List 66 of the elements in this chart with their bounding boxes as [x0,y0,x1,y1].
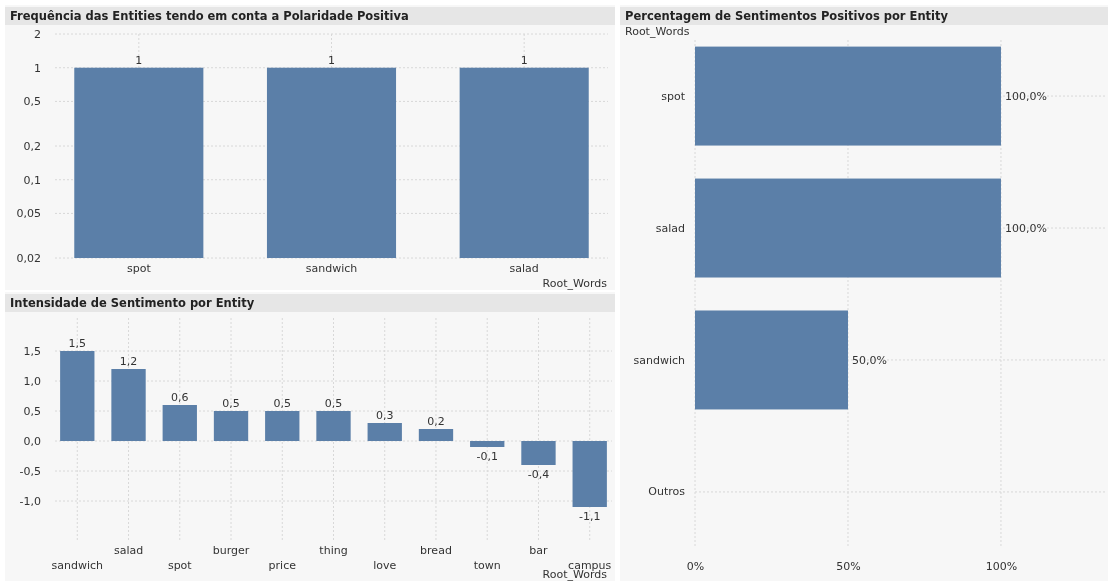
data-label: -0,1 [476,450,498,463]
bar [367,423,402,441]
x-tick-label: sandwich [51,559,104,573]
bar [470,441,505,447]
data-label: 0,5 [273,397,292,410]
bar [521,441,556,465]
x-tick-label: spot [167,559,193,573]
data-label: 0,2 [427,415,445,428]
bar [572,441,607,507]
data-label: 1,2 [119,355,138,368]
x-tick-label: 50% [836,559,861,573]
x-axis-title: Root_Words [542,277,608,290]
x-tick-label: spot [126,261,152,275]
bar [213,411,249,441]
y-tick-label: 1,0 [23,375,41,389]
y-tick-label: 0,5 [23,405,41,419]
y-tick-label: 0,02 [16,252,41,266]
data-label: 100,0% [1004,221,1047,235]
x-tick-label: love [373,559,397,573]
data-label: 0,6 [171,391,189,404]
data-label: 0,3 [375,409,394,422]
data-label: 1,5 [68,337,87,350]
bar [265,411,300,441]
x-tick-label: price [268,559,297,573]
data-label: 0,5 [222,397,240,410]
y-tick-label: 0,5 [23,95,41,109]
x-tick-label: town [473,559,501,573]
y-tick-label: sandwich [633,353,686,367]
y-tick-label: -0,5 [19,465,41,479]
chart-title: Frequência das Entities tendo em conta a Polaridade Positiva [10,9,409,23]
data-label: 50,0% [851,353,887,367]
data-label: 1 [328,53,335,67]
bar [316,411,351,441]
y-tick-label: spot [661,89,686,103]
data-label: -0,4 [527,468,550,481]
chart-title: Intensidade de Sentimento por Entity [10,296,255,310]
x-tick-label: burger [212,543,250,557]
data-label: 0,5 [324,397,343,410]
y-axis-title: Root_Words [625,25,690,38]
x-tick-label: 100% [985,559,1018,573]
y-tick-label: 1 [34,61,41,75]
x-tick-label: salad [509,261,539,275]
chart-title: Percentagem de Sentimentos Positivos por Entity [625,9,949,23]
y-tick-label: 1,5 [23,345,41,359]
x-tick-label: 0% [686,559,705,573]
bar [60,351,95,441]
y-tick-label: salad [655,221,685,235]
bar [418,429,454,441]
x-tick-label: sandwich [305,261,358,275]
bar [162,405,197,441]
y-tick-label: 0,1 [23,173,41,187]
x-tick-label: bread [420,543,452,557]
x-tick-label: thing [319,543,348,557]
x-tick-label: bar [529,543,549,557]
data-label: 1 [520,53,528,67]
bar [111,369,146,441]
y-tick-label: Outros [648,485,686,499]
data-label: 100,0% [1004,89,1047,103]
y-tick-label: 0,2 [23,140,41,154]
y-tick-label: 0,0 [23,435,41,449]
y-tick-label: -1,0 [19,495,41,509]
x-tick-label: salad [113,543,144,557]
data-label: 1 [135,53,143,67]
y-tick-label: 2 [34,28,41,42]
data-label: -1,1 [578,510,601,523]
y-tick-label: 0,05 [16,207,41,221]
